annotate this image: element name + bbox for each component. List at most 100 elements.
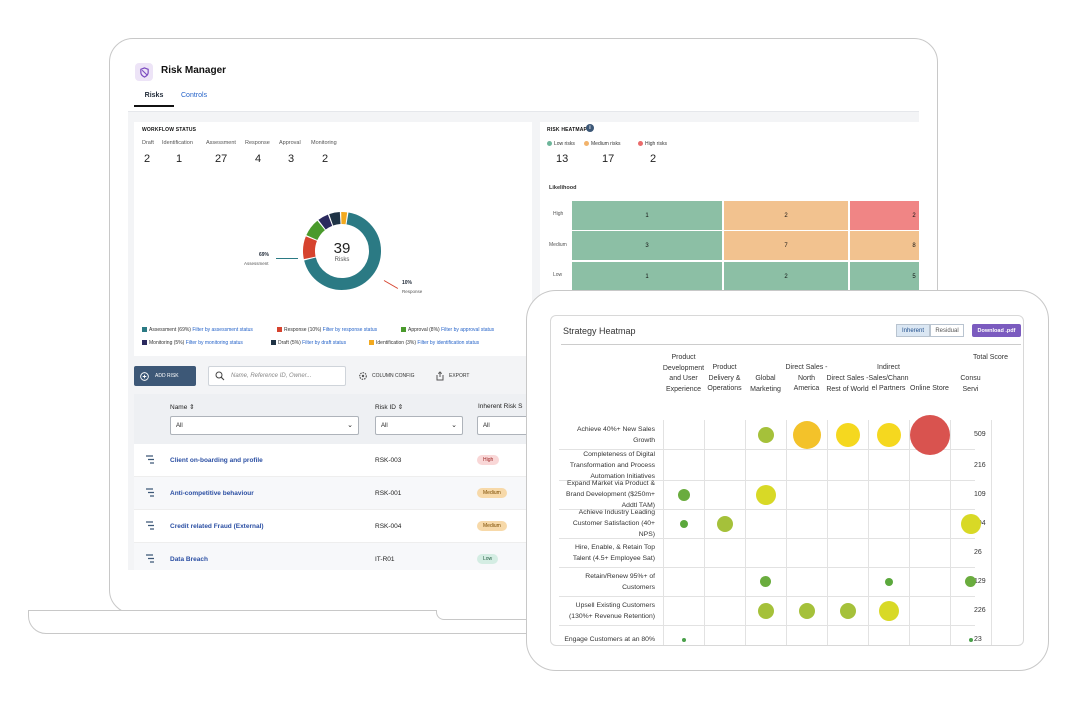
low-risks-count: 13	[556, 153, 569, 165]
strategy-row-label: Retain/Renew 95%+ of Customers	[559, 571, 655, 593]
row-label-line: Addtl TAM)	[621, 502, 655, 509]
chevron-down-icon: ⌄	[347, 422, 353, 429]
heatmap-cell[interactable]: 8	[849, 230, 919, 261]
filter-response-link[interactable]: Filter by response status	[322, 327, 378, 333]
info-icon[interactable]: i	[586, 124, 594, 132]
name-filter-select[interactable]: All ⌄	[170, 416, 359, 435]
column-header-inherent-risk[interactable]: Inherent Risk S	[478, 403, 523, 410]
heatmap-bubble[interactable]	[792, 420, 821, 449]
grid-line	[704, 420, 705, 645]
strategy-column-header: Indirect Sales/Chann el Partners	[864, 363, 913, 395]
stat-label: Draft	[142, 140, 154, 146]
heatmap-cell[interactable]: 3	[571, 230, 723, 261]
row-label-line: Engage Customers at an 80%	[564, 636, 655, 643]
strategy-row-label: Achieve Industry Leading Customer Satisfa…	[559, 507, 655, 540]
risk-id-filter-select[interactable]: All ⌄	[375, 416, 463, 435]
donut-segment-assessment[interactable]	[304, 212, 381, 290]
heatmap-bubble[interactable]	[960, 513, 981, 534]
heatmap-cell[interactable]: 2	[723, 200, 849, 231]
risk-row-icon	[146, 488, 154, 497]
heatmap-bubble[interactable]	[716, 515, 733, 532]
heatmap-bubble[interactable]	[909, 414, 950, 455]
plus-circle-icon	[140, 371, 149, 381]
risk-name-link[interactable]: Data Breach	[170, 556, 208, 563]
heatmap-bubble[interactable]	[757, 602, 774, 619]
risk-search-input[interactable]: Name, Reference ID, Owner...	[208, 366, 346, 386]
column-header-line: Sales/Chann	[868, 374, 909, 382]
heatmap-cell[interactable]: 5	[849, 261, 919, 292]
export-button[interactable]: EXPORT	[435, 371, 469, 381]
donut-segment-draft[interactable]	[329, 212, 341, 226]
column-header-risk-id[interactable]: Risk ID ⇕	[375, 404, 404, 411]
row-label-line: Automation Initiatives	[590, 473, 655, 480]
heatmap-cell[interactable]: 7	[723, 230, 849, 261]
column-config-button[interactable]: COLUMN CONFIG	[358, 371, 415, 381]
heatmap-cell[interactable]: 1	[571, 261, 723, 292]
filter-assessment-link[interactable]: Filter by assessment status	[192, 327, 253, 333]
heatmap-bubble[interactable]	[876, 422, 901, 447]
donut-segment-monitoring[interactable]	[318, 214, 333, 230]
heatmap-bubble[interactable]	[835, 422, 860, 447]
strategy-column-header: Global Marketing	[741, 374, 790, 395]
stat-label: Approval	[279, 140, 301, 146]
filter-approval-link[interactable]: Filter by approval status	[441, 327, 495, 333]
risk-rating-badge: High	[477, 455, 500, 465]
residual-toggle[interactable]: Residual	[930, 324, 964, 337]
tab-controls[interactable]: Controls	[181, 92, 208, 99]
risk-name-link[interactable]: Credit related Fraud (External)	[170, 523, 264, 530]
heatmap-cell[interactable]: 1	[571, 200, 723, 231]
strategy-column-header: Online Store	[905, 384, 954, 395]
filter-identification-link[interactable]: Filter by identification status	[417, 340, 480, 346]
column-header-line: Global	[755, 375, 776, 382]
grid-line	[559, 538, 975, 539]
row-label-line: Upsell Existing Customers	[575, 601, 655, 609]
heatmap-bubble[interactable]	[681, 637, 686, 642]
heatmap-bubble[interactable]	[839, 602, 856, 619]
total-score: 129	[974, 577, 986, 585]
heatmap-bubble[interactable]	[884, 577, 893, 586]
column-header-line: Operations	[707, 385, 742, 392]
stat-value: 4	[255, 153, 262, 165]
strategy-heatmap-screen: Strategy Heatmap Inherent Residual Downl…	[550, 315, 1024, 646]
risk-name-link[interactable]: Anti-competitive behaviour	[170, 490, 254, 497]
heatmap-cell[interactable]: 2	[849, 200, 919, 231]
heatmap-cell[interactable]: 2	[723, 261, 849, 292]
donut-segment-response[interactable]	[303, 236, 318, 260]
inherent-toggle[interactable]: Inherent	[896, 324, 930, 337]
heatmap-bubble[interactable]	[878, 600, 899, 621]
row-label-line: Retain/Renew 95%+ of	[585, 572, 655, 580]
heatmap-bubble[interactable]	[757, 426, 774, 443]
column-header-name[interactable]: Name ⇕	[170, 404, 195, 411]
stat-value: 2	[144, 153, 151, 165]
heatmap-bubble[interactable]	[755, 484, 776, 505]
search-icon	[215, 371, 225, 381]
row-label-line: Customers	[622, 583, 655, 591]
column-header-line: Experience	[665, 385, 702, 393]
row-label-line: (130%+ Revenue Retention)	[569, 612, 655, 620]
download-pdf-button[interactable]: Download .pdf	[972, 324, 1021, 337]
filter-draft-link[interactable]: Filter by draft status	[302, 340, 347, 346]
strategy-row-label: Achieve 40%+ New Sales Growth	[559, 424, 655, 446]
tab-risks[interactable]: Risks	[134, 92, 174, 107]
heatmap-bubble[interactable]	[968, 637, 973, 642]
heatmap-bubble[interactable]	[760, 576, 771, 587]
row-label-line: Growth	[633, 436, 655, 444]
row-label-line: NPS)	[638, 531, 655, 538]
risk-name-link[interactable]: Client on-boarding and profile	[170, 457, 263, 464]
add-risk-button[interactable]: ADD RISK	[134, 366, 196, 386]
heatmap-bubble[interactable]	[798, 602, 815, 619]
row-label-line: Customer Satisfaction (40+	[572, 520, 655, 527]
callout-right-percent: 10%	[402, 280, 413, 286]
row-label-line: Achieve 40%+ New Sales	[576, 425, 655, 433]
strategy-column-header: Direct Sales - North America	[782, 363, 831, 395]
total-score: 26	[974, 548, 982, 556]
risk-id: RSK-003	[375, 457, 402, 464]
workflow-donut-chart	[303, 212, 381, 290]
filter-monitoring-link[interactable]: Filter by monitoring status	[185, 340, 243, 346]
donut-segment-approval[interactable]	[306, 220, 326, 241]
likelihood-axis-label: Likelihood	[549, 185, 577, 191]
heatmap-bubble[interactable]	[965, 576, 976, 587]
strategy-row-label: Expand Market via Product & Brand Develop…	[559, 478, 655, 511]
heatmap-bubble[interactable]	[679, 519, 688, 528]
heatmap-bubble[interactable]	[677, 488, 690, 501]
